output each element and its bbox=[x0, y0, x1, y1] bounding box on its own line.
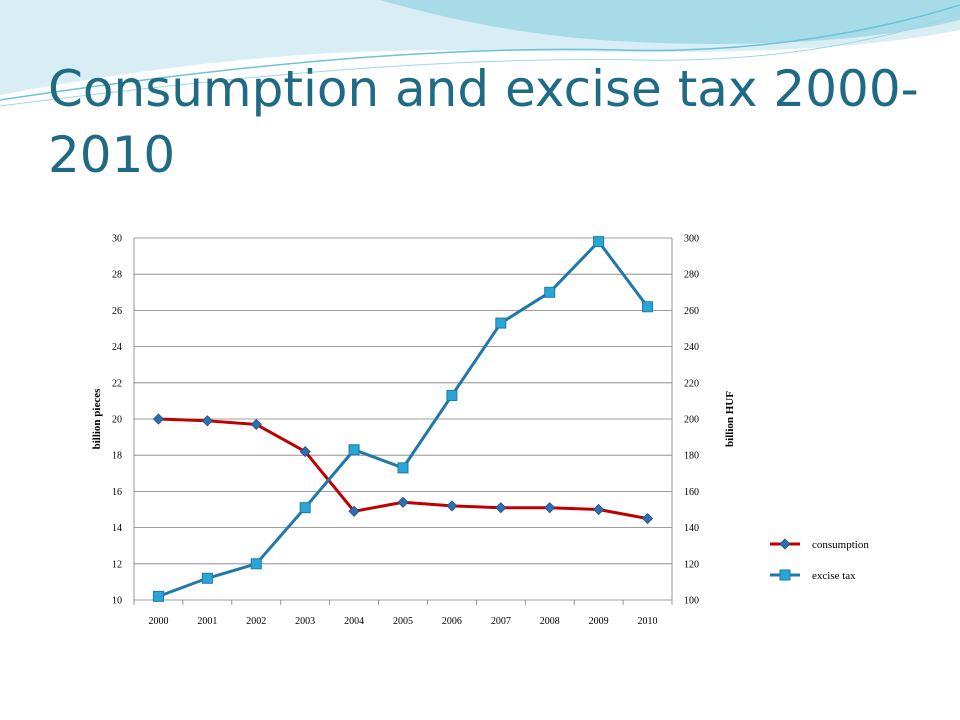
y-tick-label: 18 bbox=[112, 451, 122, 462]
y-tick-label: 12 bbox=[112, 559, 122, 570]
x-tick-label: 2006 bbox=[442, 616, 462, 627]
y2-tick-label: 160 bbox=[684, 487, 699, 498]
legend-label: consumption bbox=[812, 539, 869, 551]
decor-wave-mid bbox=[380, 0, 960, 44]
y-tick-label: 22 bbox=[112, 378, 122, 389]
x-tick-label: 2002 bbox=[246, 616, 266, 627]
excise-tax-point bbox=[593, 236, 605, 248]
excise-tax-point bbox=[446, 389, 458, 401]
excise-tax-point bbox=[250, 558, 262, 570]
x-tick-label: 2009 bbox=[589, 616, 609, 627]
slide-header-decoration bbox=[0, 0, 960, 107]
x-tick-label: 2004 bbox=[344, 616, 364, 627]
x-tick-label: 2003 bbox=[295, 616, 315, 627]
x-tick-label: 2005 bbox=[393, 616, 413, 627]
excise-tax-point bbox=[201, 572, 213, 584]
x-tick-label: 2001 bbox=[197, 616, 217, 627]
y-axis-left: 10 12 14 16 18 20 22 24 26 28 30 bbox=[112, 234, 122, 607]
excise-tax-point bbox=[642, 301, 654, 313]
y-tick-label: 24 bbox=[112, 342, 122, 353]
x-tick-label: 2000 bbox=[148, 616, 168, 627]
consumption-point bbox=[397, 496, 409, 508]
y-axis-right: 100 120 140 160 180 200 220 240 260 280 300 bbox=[684, 234, 699, 607]
series-group bbox=[152, 236, 654, 602]
y2-tick-label: 220 bbox=[684, 378, 699, 389]
x-tick-label: 2008 bbox=[540, 616, 560, 627]
y2-axis-title: billion HUF bbox=[724, 391, 736, 447]
consumption-point bbox=[495, 502, 507, 514]
y2-tick-label: 180 bbox=[684, 451, 699, 462]
y2-tick-label: 260 bbox=[684, 306, 699, 317]
y-axis-title: billion pieces bbox=[91, 388, 103, 450]
excise-tax-point bbox=[397, 462, 409, 474]
y-tick-label: 16 bbox=[112, 487, 122, 498]
y2-tick-label: 300 bbox=[684, 234, 699, 245]
consumption-point bbox=[250, 418, 262, 430]
consumption-point bbox=[641, 512, 654, 525]
y-tick-label: 26 bbox=[112, 306, 122, 317]
y-tick-label: 28 bbox=[112, 270, 122, 281]
consumption-point bbox=[152, 413, 165, 425]
excise-tax-point bbox=[348, 444, 360, 456]
excise-tax-point bbox=[544, 286, 556, 298]
y-tick-label: 10 bbox=[112, 596, 122, 607]
y-tick-label: 20 bbox=[112, 415, 122, 426]
excise-tax-point bbox=[299, 502, 311, 514]
consumption-point bbox=[446, 500, 458, 512]
x-tick-label: 2010 bbox=[638, 616, 658, 627]
decor-wave-line bbox=[0, 4, 960, 101]
decor-wave-line-2 bbox=[0, 13, 960, 107]
legend-marker-square bbox=[779, 569, 791, 581]
y2-tick-label: 120 bbox=[684, 559, 699, 570]
grid-lines bbox=[133, 237, 673, 601]
slide-title: Consumption and excise tax 2000-2010 bbox=[48, 60, 919, 184]
consumption-point bbox=[201, 415, 213, 427]
consumption-point bbox=[299, 446, 311, 458]
consumption-point bbox=[544, 502, 556, 514]
legend-label: excise tax bbox=[812, 570, 856, 582]
y2-tick-label: 280 bbox=[684, 270, 699, 281]
consumption-point bbox=[348, 505, 360, 517]
excise-tax-point bbox=[495, 317, 507, 329]
legend: consumption excise tax bbox=[770, 538, 869, 582]
y-tick-label: 14 bbox=[112, 523, 122, 534]
y2-tick-label: 200 bbox=[684, 415, 699, 426]
y2-tick-label: 100 bbox=[684, 596, 699, 607]
x-tick-label: 2007 bbox=[491, 616, 511, 627]
legend-marker-diamond bbox=[779, 538, 791, 550]
excise-tax-point bbox=[152, 590, 164, 602]
consumption-point bbox=[593, 503, 605, 516]
y2-tick-label: 140 bbox=[684, 523, 699, 534]
y-tick-label: 30 bbox=[112, 234, 122, 245]
y2-tick-label: 240 bbox=[684, 342, 699, 353]
x-axis: 2000 2001 2002 2003 2004 2005 2006 2007 2008 2009… bbox=[133, 600, 673, 627]
